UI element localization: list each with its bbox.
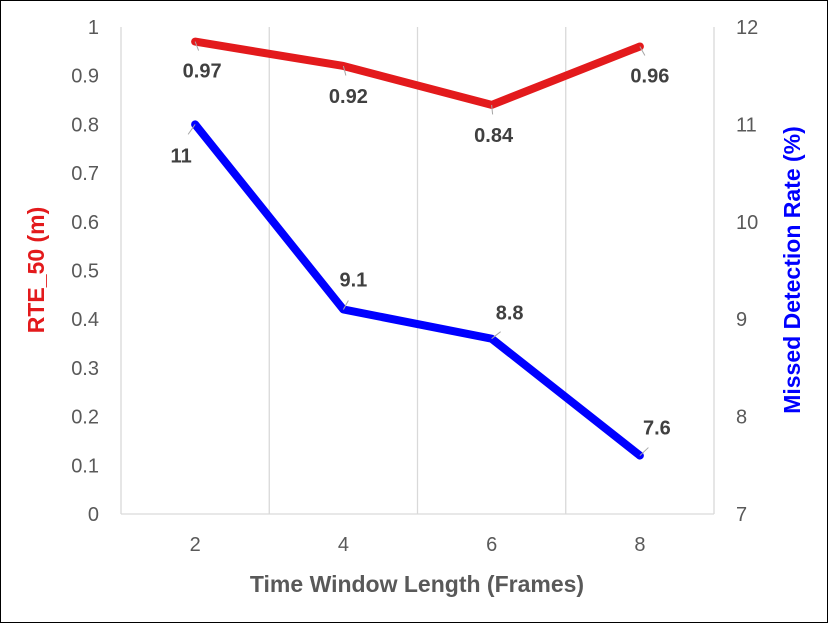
axes: 0 0.1 0.2 0.3 0.4 0.5 0.6 0.7 0.8 0.9 1 7 8 9 10 11 12 2 4… [71, 17, 758, 556]
x-axis-title: Time Window Length (Frames) [250, 571, 584, 597]
data-label: 0.92 [329, 86, 368, 108]
data-label: 7.6 [643, 418, 671, 440]
left-y-tick-label: 0.5 [71, 261, 99, 283]
left-y-tick-label: 0.9 [71, 66, 99, 88]
right-y-tick-label: 10 [736, 212, 758, 234]
left-y-tick-label: 0.3 [71, 358, 99, 380]
data-label: 0.84 [474, 125, 514, 147]
left-y-tick-label: 0.6 [71, 212, 99, 234]
data-label-leader [342, 300, 349, 310]
right-y-tick-label: 9 [736, 309, 747, 331]
right-y-axis-title: Missed Detection Rate (%) [779, 126, 805, 414]
data-label: 11 [171, 145, 192, 167]
left-y-axis-title: RTE_50 (m) [23, 207, 49, 334]
left-y-tick-label: 0.1 [71, 455, 99, 477]
data-label-leader [194, 41, 200, 51]
axis-titles: Time Window Length (Frames) RTE_50 (m) M… [23, 126, 805, 597]
x-tick-label: 6 [486, 534, 497, 556]
data-label: 9.1 [339, 269, 367, 291]
rte50-series-line [191, 37, 644, 109]
left-y-tick-label: 0 [88, 504, 99, 526]
series-lines [191, 37, 644, 460]
gridlines [268, 27, 715, 514]
right-y-tick-label: 11 [736, 114, 757, 136]
left-y-tick-label: 0.8 [71, 114, 99, 136]
left-y-tick-label: 0.2 [71, 407, 99, 429]
data-label-leader [342, 65, 347, 76]
left-y-tick-label: 0.4 [71, 309, 99, 331]
left-y-tick-label: 1 [88, 17, 99, 39]
x-tick-label: 8 [634, 534, 645, 556]
data-label-leader [639, 46, 646, 56]
missed-detection-series-line [191, 120, 644, 460]
right-y-tick-label: 8 [736, 407, 747, 429]
x-tick-label: 4 [338, 534, 349, 556]
left-y-tick-label: 0.7 [71, 163, 99, 185]
data-labels: 0.97 0.92 0.84 0.96 11 9.1 8.8 7.6 [171, 41, 671, 456]
data-label: 8.8 [496, 303, 524, 325]
data-label-leader [491, 104, 494, 115]
x-tick-label: 2 [190, 534, 201, 556]
data-label: 0.97 [183, 61, 222, 83]
data-label-leader [639, 447, 649, 456]
right-y-tick-label: 12 [736, 17, 758, 39]
data-label-leader [491, 331, 501, 340]
right-y-tick-label: 7 [736, 504, 747, 526]
data-label-leader [187, 124, 196, 135]
data-label: 0.96 [630, 65, 669, 87]
